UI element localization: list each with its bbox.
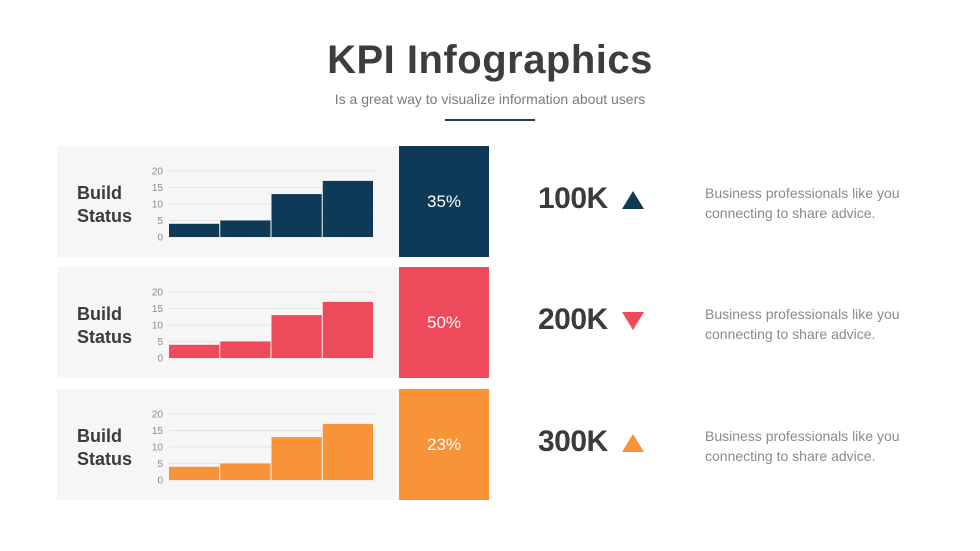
row-description: Business professionals like you connecti…: [705, 428, 900, 464]
bar-chart: 0 5 10 15 20: [152, 410, 374, 487]
chart-bar: [322, 301, 373, 358]
chart-bar: [322, 423, 373, 480]
y-tick-label: 10: [152, 200, 164, 211]
row-label: Build Status: [77, 182, 147, 228]
y-tick-label: 0: [157, 233, 163, 244]
title-divider: [445, 119, 535, 121]
kpi-value: 300K: [538, 425, 608, 458]
y-tick-label: 0: [157, 476, 163, 487]
y-tick-label: 15: [152, 183, 164, 194]
percent-value: 35%: [426, 191, 462, 211]
y-tick-label: 5: [157, 337, 163, 348]
y-tick-label: 5: [157, 216, 163, 227]
row-label: Build Status: [77, 303, 147, 349]
y-tick-label: 20: [152, 288, 164, 299]
chart-bar: [220, 463, 271, 480]
row-label: Build Status: [77, 425, 147, 471]
y-tick-label: 10: [152, 443, 164, 454]
chart-bar: [220, 341, 271, 358]
chart-bar: [169, 223, 220, 237]
chart-panel: Build Status 0 5 10 15 20: [57, 267, 400, 378]
row-label-line2: Status: [77, 327, 133, 347]
chart-bar: [220, 220, 271, 237]
kpi-value: 100K: [538, 182, 608, 215]
percent-value: 23%: [426, 434, 462, 454]
percent-box: 35%: [399, 146, 489, 257]
row-description: Business professionals like you connecti…: [705, 306, 900, 342]
chart-bar: [322, 180, 373, 237]
row-label-line1: Build: [77, 304, 122, 324]
page-title: KPI Infographics: [327, 38, 653, 82]
chart-bar: [271, 194, 322, 237]
kpi-row: Build Status 0 5 10 15 20 50% 200K Business …: [0, 267, 980, 378]
percent-box: 50%: [399, 267, 489, 378]
y-tick-label: 5: [157, 459, 163, 470]
chart-bar: [271, 315, 322, 358]
row-label-line2: Status: [77, 449, 133, 469]
chart-bar: [169, 344, 220, 358]
y-tick-label: 10: [152, 321, 164, 332]
triangle-up-icon: [622, 434, 644, 452]
row-description: Business professionals like you connecti…: [705, 185, 900, 221]
row-label-line1: Build: [77, 426, 122, 446]
kpi-row: Build Status 0 5 10 15 20 35% 100K Business …: [0, 146, 980, 257]
page-subtitle: Is a great way to visualize information …: [334, 91, 646, 107]
y-tick-label: 20: [152, 167, 164, 178]
chart-bar: [169, 466, 220, 480]
bar-chart: 0 5 10 15 20: [152, 167, 374, 244]
y-tick-label: 15: [152, 304, 164, 315]
percent-value: 50%: [426, 312, 462, 332]
kpi-value: 200K: [538, 303, 608, 336]
chart-panel: Build Status 0 5 10 15 20: [57, 389, 400, 500]
triangle-up-icon: [622, 191, 644, 209]
percent-box: 23%: [399, 389, 489, 500]
y-tick-label: 15: [152, 426, 164, 437]
bar-chart: 0 5 10 15 20: [152, 288, 374, 365]
kpi-row: Build Status 0 5 10 15 20 23% 300K Business …: [0, 389, 980, 500]
triangle-down-icon: [622, 312, 644, 330]
row-label-line2: Status: [77, 206, 133, 226]
y-tick-label: 20: [152, 410, 164, 421]
chart-panel: Build Status 0 5 10 15 20: [57, 146, 400, 257]
chart-bar: [271, 437, 322, 480]
row-label-line1: Build: [77, 183, 122, 203]
y-tick-label: 0: [157, 354, 163, 365]
